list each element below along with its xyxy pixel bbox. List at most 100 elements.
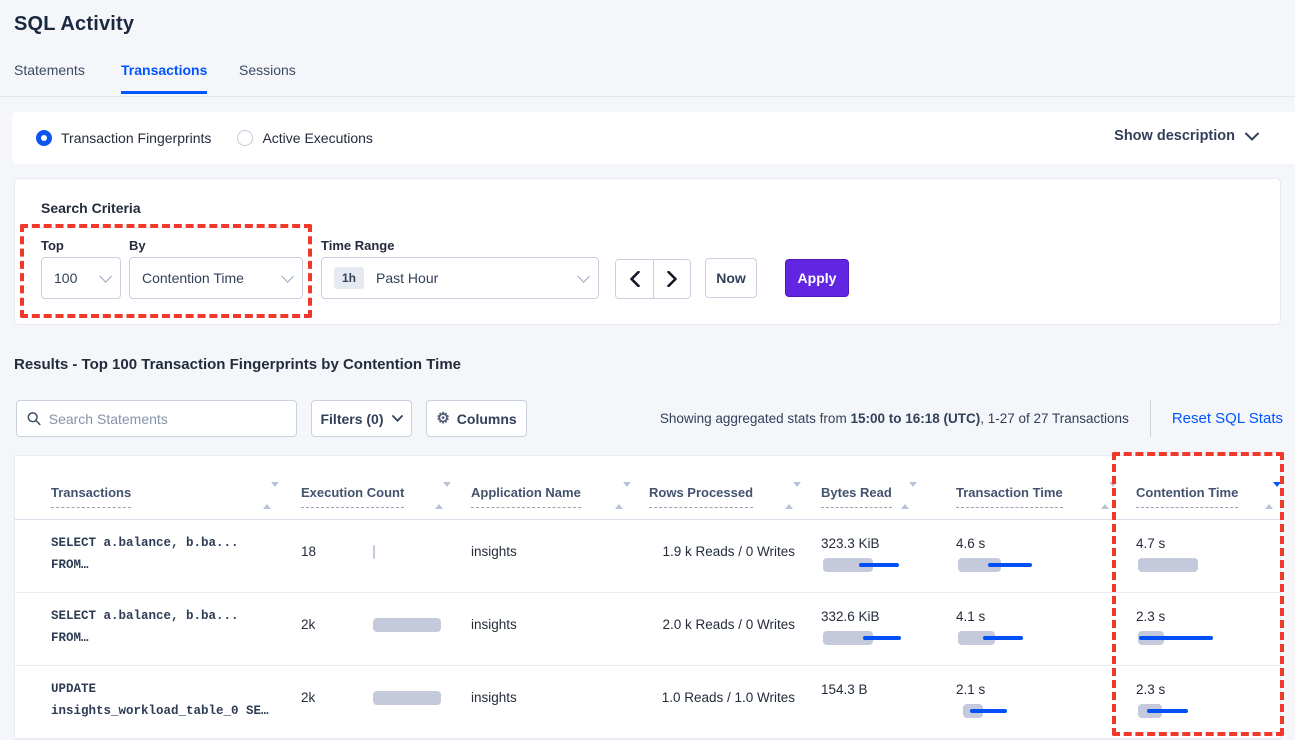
transaction-query-link[interactable]: SELECT a.balance, b.ba... FROM… [51,610,239,644]
rows-processed-cell: 1.0 Reads / 1.0 Writes [661,690,795,705]
time-range-value: Past Hour [376,270,439,286]
contention-time-cell: 2.3 s [1136,609,1228,645]
sort-icon[interactable] [1101,482,1117,509]
by-select[interactable]: Contention Time [129,257,303,299]
chevron-down-icon [1245,132,1259,141]
chevron-down-icon [281,269,294,283]
reset-sql-stats-link[interactable]: Reset SQL Stats [1171,409,1283,427]
col-header-transaction-time[interactable]: Transaction Time [956,485,1063,508]
bytes-read-cell: 323.3 KiB [821,536,913,572]
time-range-select[interactable]: 1h Past Hour [321,257,599,299]
transaction-time-cell: 2.1 s [956,682,1048,718]
by-select-value: Contention Time [142,270,244,286]
time-next-button[interactable] [653,260,690,298]
columns-button[interactable]: ⚙ Columns [426,400,527,437]
col-header-rows-processed[interactable]: Rows Processed [649,485,754,508]
top-label: Top [41,238,64,253]
table-header-row: Transactions Execution Count Application… [15,456,1281,520]
query-line-1: UPDATE [51,682,97,696]
time-nav-group [615,259,691,299]
table-body: SELECT a.balance, b.ba... FROM… 18 insights… [15,520,1280,739]
tab-transactions[interactable]: Transactions [121,62,208,94]
apply-button[interactable]: Apply [785,259,849,297]
query-line-2: insights_workload_table_0 SE… [51,703,269,718]
contention-time-bar [1136,558,1228,572]
transactions-table: Transactions Execution Count Application… [14,455,1281,740]
execution-count-bar [373,545,453,559]
transaction-time-cell: 4.1 s [956,609,1048,645]
execution-count-cell: 18 [301,544,471,559]
chevron-down-icon [99,269,112,283]
table-row: UPDATE insights_workload_table_0 SE… 2k ins… [15,666,1280,739]
execution-count-cell: 2k [301,617,471,632]
radio-transaction-fingerprints[interactable]: Transaction Fingerprints [36,130,211,146]
contention-time-bar [1136,631,1228,645]
chevron-left-icon [629,271,640,287]
chevron-down-icon [391,415,403,422]
col-header-bytes-read[interactable]: Bytes Read [821,485,892,508]
col-header-transactions[interactable]: Transactions [51,485,132,508]
radio-active-executions[interactable]: Active Executions [237,130,373,146]
contention-time-cell: 2.3 s [1136,682,1228,718]
results-heading: Results - Top 100 Transaction Fingerprin… [14,356,462,373]
transaction-time-bar [956,704,1048,718]
contention-time-cell: 4.7 s [1136,536,1228,572]
contention-time-value: 4.7 s [1136,536,1166,551]
query-line-2: FROM… [51,557,89,572]
sort-icon[interactable] [785,482,801,509]
search-statements-field[interactable] [16,400,297,437]
tab-sessions[interactable]: Sessions [239,62,296,78]
radio-label: Active Executions [262,130,373,146]
table-row: SELECT a.balance, b.ba... FROM… 18 insights… [15,520,1280,593]
transaction-time-cell: 4.6 s [956,536,1048,572]
transaction-query-link[interactable]: SELECT a.balance, b.ba... FROM… [51,537,239,571]
tab-bar: Statements Transactions Sessions [0,60,1295,97]
bytes-read-value: 332.6 KiB [821,609,880,624]
radio-label: Transaction Fingerprints [61,130,212,146]
bytes-read-bar [821,631,913,645]
query-line-1: SELECT a.balance, b.ba... [51,536,239,550]
execution-count-bar [373,618,453,632]
by-label: By [129,238,146,253]
transaction-time-value: 4.6 s [956,536,986,551]
transaction-time-value: 4.1 s [956,609,986,624]
now-button[interactable]: Now [705,258,757,298]
transaction-time-value: 2.1 s [956,682,986,697]
col-header-contention-time[interactable]: Contention Time [1136,485,1239,508]
view-toggle-bar: Transaction Fingerprints Active Executio… [12,112,1295,164]
search-statements-input[interactable] [48,410,286,427]
bytes-read-cell: 154.3 B [821,682,868,697]
execution-count-value: 18 [301,544,317,559]
time-range-label: Time Range [321,238,395,253]
application-name-cell: insights [471,690,517,705]
bytes-read-cell: 332.6 KiB [821,609,913,645]
sort-icon[interactable] [901,482,917,509]
query-line-2: FROM… [51,630,89,645]
divider [1149,399,1151,437]
show-description-label: Show description [1114,128,1235,144]
table-row: SELECT a.balance, b.ba... FROM… 2k insights… [15,593,1280,666]
sort-icon[interactable] [615,482,631,509]
time-prev-button[interactable] [616,260,653,298]
filters-button[interactable]: Filters (0) [311,400,412,437]
gear-icon: ⚙ [436,410,450,427]
search-criteria-panel: Search Criteria Top By Time Range 100 Co… [14,178,1281,325]
tab-statements[interactable]: Statements [14,62,85,78]
top-select[interactable]: 100 [41,257,121,299]
col-header-execution-count[interactable]: Execution Count [301,485,405,508]
chevron-right-icon [667,271,677,287]
show-description-toggle[interactable]: Show description [1114,128,1259,144]
bytes-read-value: 323.3 KiB [821,536,880,551]
filters-label: Filters (0) [320,410,384,427]
sort-icon[interactable] [435,482,451,509]
transaction-query-link[interactable]: UPDATE insights_workload_table_0 SE… [51,683,269,717]
contention-time-bar [1136,704,1228,718]
query-line-1: SELECT a.balance, b.ba... [51,609,239,623]
application-name-cell: insights [471,617,517,632]
top-select-value: 100 [54,270,78,286]
sort-icon[interactable] [263,482,279,509]
time-range-badge: 1h [334,267,365,289]
sort-icon[interactable] [1265,482,1281,509]
col-header-application-name[interactable]: Application Name [471,485,581,508]
application-name-cell: insights [471,544,517,559]
